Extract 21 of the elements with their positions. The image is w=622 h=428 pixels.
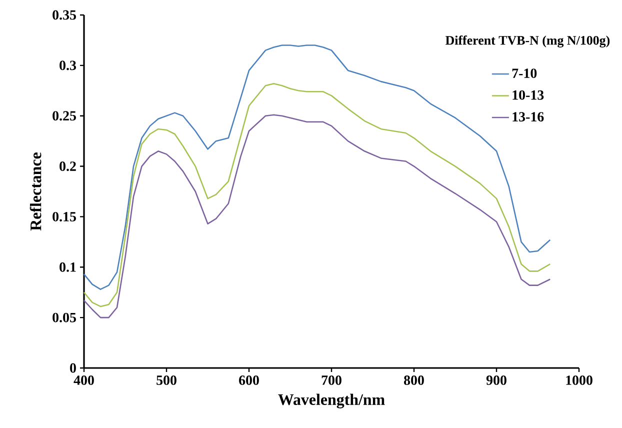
x-tick-label: 900 — [486, 376, 506, 385]
y-tick-label: 0 — [70, 363, 76, 373]
legend-label: 10-13 — [512, 90, 544, 100]
legend-label: 7-10 — [512, 68, 537, 78]
y-axis-title: Reflectance — [30, 152, 42, 231]
legend-title: Different TVB-N (mg N/100g) — [446, 35, 610, 48]
x-tick-label: 500 — [156, 376, 176, 385]
legend-label: 13-16 — [512, 112, 544, 122]
y-tick-label: 0.25 — [52, 111, 76, 121]
x-tick-label: 1000 — [566, 376, 592, 385]
x-tick-label: 800 — [404, 376, 424, 385]
x-tick-label: 700 — [322, 376, 342, 385]
x-axis-title: Wavelength/nm — [278, 394, 385, 408]
y-tick-label: 0.1 — [60, 262, 76, 272]
y-tick-label: 0.3 — [60, 60, 76, 70]
y-tick-label: 0.35 — [52, 10, 76, 20]
y-tick-label: 0.05 — [52, 312, 76, 322]
y-tick-label: 0.2 — [60, 162, 76, 172]
x-tick-label: 400 — [74, 376, 94, 385]
y-tick-label: 0.15 — [52, 212, 76, 222]
x-tick-label: 600 — [239, 376, 259, 385]
